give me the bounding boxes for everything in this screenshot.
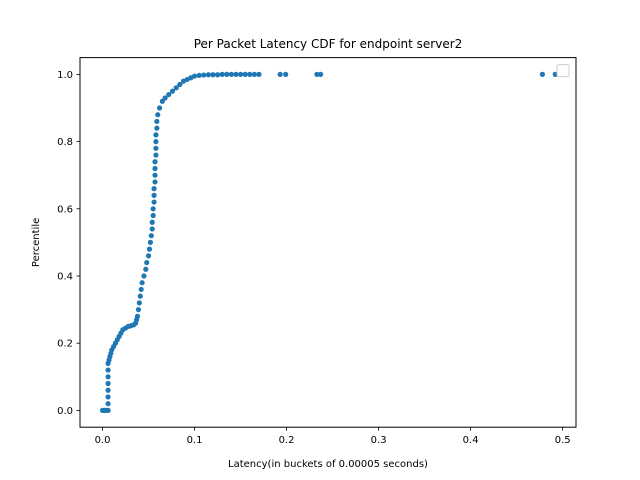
data-point (105, 380, 111, 387)
data-point (149, 226, 155, 232)
data-point (105, 374, 111, 380)
x-tick-label: 0.2 (279, 435, 295, 446)
data-point (105, 394, 111, 400)
data-point (153, 132, 159, 138)
data-point (196, 72, 202, 79)
data-point (314, 71, 320, 77)
y-tick-label: 0.0 (57, 406, 73, 417)
data-point (141, 273, 147, 279)
data-point (146, 246, 153, 252)
y-tick-label: 0.8 (57, 137, 73, 148)
scatter-points (99, 71, 558, 413)
data-point (205, 72, 211, 78)
data-point (539, 71, 546, 77)
data-point (144, 259, 150, 266)
data-point (134, 313, 141, 319)
chart-title: Per Packet Latency CDF for endpoint serv… (194, 37, 463, 51)
data-point (139, 280, 145, 286)
data-point (105, 407, 111, 413)
data-point (152, 179, 158, 185)
data-point (154, 118, 160, 125)
data-point (214, 72, 221, 78)
data-point (166, 91, 172, 98)
data-point (145, 253, 152, 259)
y-axis-ticks: 0.0 0.2 0.4 0.6 0.8 1.0 (57, 70, 80, 417)
data-point (201, 72, 207, 78)
data-point (105, 387, 111, 393)
data-point (247, 71, 253, 77)
x-tick-label: 0.4 (463, 435, 479, 446)
x-tick-label: 0.3 (371, 435, 387, 446)
data-point (157, 105, 163, 111)
data-point (153, 139, 159, 145)
data-point (191, 73, 198, 79)
data-point (283, 71, 289, 77)
data-point (153, 145, 159, 151)
data-point (138, 286, 144, 293)
data-point (147, 239, 153, 245)
data-point (148, 233, 154, 239)
y-tick-label: 0.2 (57, 339, 73, 350)
data-point (105, 401, 111, 407)
data-point (151, 199, 157, 205)
data-point (150, 212, 156, 219)
data-point (237, 71, 244, 77)
legend-box (556, 64, 570, 78)
data-point (154, 125, 160, 131)
data-point (233, 71, 239, 77)
data-point (150, 206, 156, 212)
y-axis-label: Percentile (31, 218, 42, 267)
y-tick-label: 0.6 (57, 204, 73, 215)
data-point (149, 219, 155, 225)
x-tick-label: 0.5 (555, 435, 571, 446)
data-point (224, 71, 230, 77)
data-point (277, 71, 283, 77)
data-point (143, 266, 149, 272)
data-point (136, 300, 142, 306)
data-point (155, 112, 161, 118)
x-axis-label: Latency(in buckets of 0.00005 seconds) (228, 459, 428, 470)
data-point (219, 71, 225, 77)
plot-frame (79, 57, 577, 428)
data-point (152, 172, 158, 178)
data-point (169, 88, 176, 94)
y-tick-label: 0.4 (57, 272, 73, 283)
data-point (177, 81, 183, 88)
data-point (251, 71, 257, 77)
x-tick-label: 0.1 (187, 435, 203, 446)
data-point (152, 159, 158, 165)
data-point (256, 71, 262, 77)
x-tick-label: 0.0 (95, 435, 111, 446)
data-point (173, 85, 179, 91)
data-point (162, 95, 168, 101)
data-point (242, 71, 248, 77)
data-point (151, 186, 157, 192)
data-point (135, 307, 142, 313)
data-point (228, 71, 234, 77)
data-point (152, 165, 158, 172)
data-point (137, 293, 143, 299)
x-axis-ticks: 0.0 0.1 0.2 0.3 0.4 0.5 (95, 427, 571, 446)
data-point (105, 367, 111, 373)
data-point (318, 71, 324, 77)
data-point (153, 152, 159, 158)
y-tick-label: 1.0 (57, 70, 73, 81)
data-point (151, 192, 157, 198)
data-point (210, 72, 216, 78)
